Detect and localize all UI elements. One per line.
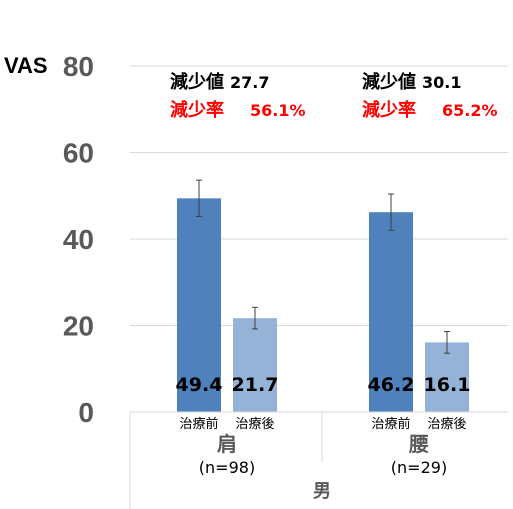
bars: 49.4 21.7 46.2 16.1 — [176, 179, 471, 412]
bar-category-label: 治療後 — [235, 417, 274, 432]
annotations: 減少値 27.7 減少率 56.1% 減少値 30.1 減少率 65.2% — [170, 71, 498, 121]
outer-category-label: 男 — [313, 481, 331, 502]
y-tick-label: 40 — [63, 224, 94, 255]
group-label: 腰 — [408, 432, 429, 456]
data-label: 46.2 — [368, 374, 415, 396]
y-tick-label: 0 — [78, 397, 94, 428]
bar-category-label: 治療後 — [427, 417, 466, 432]
data-label: 49.4 — [176, 374, 223, 396]
y-axis-label: VAS — [4, 53, 48, 78]
bar — [233, 318, 277, 412]
annotation-rate-value: 56.1% — [250, 101, 306, 120]
annotation-rate-key: 減少率 — [170, 99, 224, 121]
bar — [369, 212, 413, 412]
annotation-reduction-key: 減少値 — [362, 71, 416, 93]
y-tick-label: 60 — [63, 138, 94, 169]
y-tick-label: 80 — [63, 51, 94, 82]
y-axis-ticks: 0 20 40 60 80 — [63, 51, 94, 428]
data-label: 21.7 — [232, 374, 279, 396]
annotation-rate-value: 65.2% — [442, 101, 498, 120]
group-n-label: (n=29) — [391, 458, 447, 477]
group-n-label: (n=98) — [199, 458, 255, 477]
bar — [177, 198, 221, 412]
group-label: 肩 — [217, 432, 237, 456]
annotation-rate-key: 減少率 — [362, 99, 416, 121]
bar — [425, 342, 469, 412]
data-label: 16.1 — [424, 374, 471, 396]
annotation-reduction-key: 減少値 — [170, 71, 224, 93]
annotation-reduction-value: 27.7 — [230, 73, 269, 92]
y-tick-label: 20 — [63, 311, 94, 342]
annotation-reduction-value: 30.1 — [422, 73, 461, 92]
bar-category-label: 治療前 — [179, 416, 218, 432]
bar-category-label: 治療前 — [371, 416, 410, 432]
